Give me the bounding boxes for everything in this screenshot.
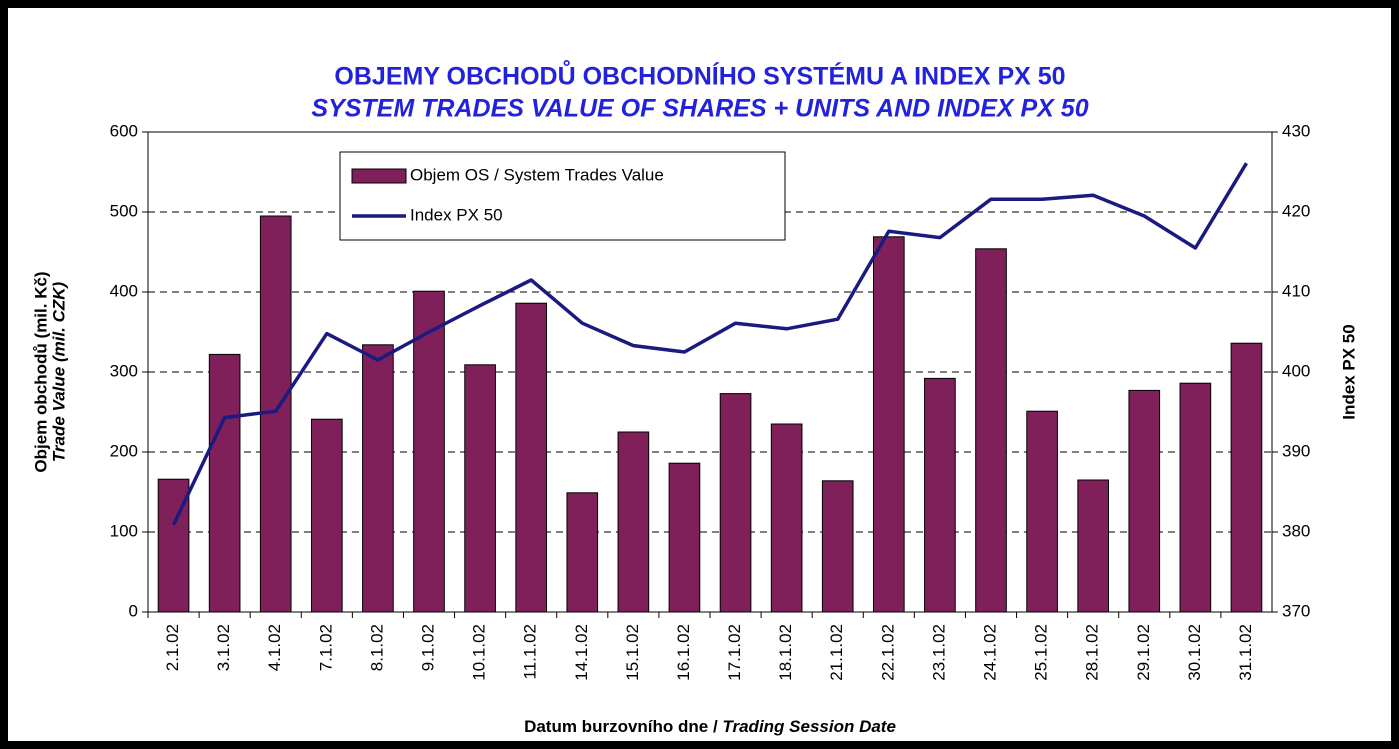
- bar: [1026, 410, 1058, 613]
- bar: [362, 344, 394, 613]
- x-tick-label: 10.1.02: [470, 624, 489, 681]
- x-tick-label: 23.1.02: [929, 624, 948, 681]
- x-tick-label: 18.1.02: [776, 624, 795, 681]
- bar: [719, 393, 752, 613]
- y-tick-label: 400: [110, 281, 138, 300]
- plot-border: [147, 131, 1273, 613]
- x-tick-label: 24.1.02: [980, 624, 999, 681]
- y2-tick-label: 390: [1282, 441, 1310, 460]
- y-tick-label: 600: [110, 121, 138, 140]
- legend-label: Index PX 50: [410, 205, 503, 224]
- bar: [1230, 342, 1263, 613]
- y-tick-label: 100: [110, 521, 138, 540]
- x-axis-label: Datum burzovního dne / Trading Session D…: [524, 717, 896, 736]
- y2-tick-label: 430: [1282, 121, 1310, 140]
- x-axis-label-cz: Datum burzovního dne /: [524, 717, 722, 736]
- legend-box: [339, 151, 786, 241]
- y-tick-label: 500: [110, 201, 138, 220]
- x-tick-label: 14.1.02: [572, 624, 591, 681]
- bar: [566, 492, 599, 613]
- line: [171, 162, 1248, 526]
- bar: [872, 236, 905, 613]
- y2-tick-label: 370: [1282, 601, 1310, 620]
- y2-tick-label: 380: [1282, 521, 1310, 540]
- x-tick-label: 4.1.02: [265, 624, 284, 671]
- bar: [464, 364, 496, 613]
- bar: [1128, 389, 1161, 613]
- y-axis-label: Objem obchodů (mil. Kč): [31, 271, 50, 472]
- bar: [413, 290, 445, 613]
- bar: [1179, 382, 1212, 613]
- y2-tick-label: 420: [1282, 201, 1310, 220]
- x-tick-label: 29.1.02: [1134, 624, 1153, 681]
- y2-axis-label: Index PX 50: [1339, 324, 1358, 419]
- x-tick-label: 25.1.02: [1032, 624, 1051, 681]
- x-tick-label: 22.1.02: [878, 624, 897, 681]
- y2-tick-label: 400: [1282, 361, 1310, 380]
- x-tick-label: 8.1.02: [367, 624, 386, 671]
- bar: [924, 377, 956, 613]
- x-tick-label: 30.1.02: [1185, 624, 1204, 681]
- bar: [617, 431, 650, 613]
- chart-subtitle: SYSTEM TRADES VALUE OF SHARES + UNITS AN…: [311, 95, 1088, 123]
- bar: [975, 248, 1007, 613]
- x-tick-label: 17.1.02: [725, 624, 744, 681]
- x-tick-label: 7.1.02: [316, 624, 335, 671]
- legend-label: Objem OS / System Trades Value: [410, 165, 664, 184]
- chart-title: OBJEMY OBCHODŮ OBCHODNÍHO SYSTÉMU A INDE…: [334, 59, 1065, 91]
- bar: [821, 480, 854, 613]
- x-tick-label: 15.1.02: [623, 624, 642, 681]
- bar: [1077, 479, 1110, 613]
- bar: [208, 353, 241, 613]
- x-tick-label: 9.1.02: [418, 624, 437, 671]
- bar: [770, 423, 803, 613]
- x-axis-label-en: Trading Session Date: [722, 717, 896, 736]
- bar: [310, 418, 343, 613]
- y-tick-label: 0: [129, 601, 138, 620]
- y-tick-label: 300: [110, 361, 138, 380]
- x-tick-label: 16.1.02: [674, 624, 693, 681]
- y-tick-label: 200: [110, 441, 138, 460]
- bar: [668, 462, 701, 613]
- x-tick-label: 3.1.02: [214, 624, 233, 671]
- x-tick-label: 31.1.02: [1236, 624, 1255, 681]
- y2-tick-label: 410: [1282, 281, 1310, 300]
- x-tick-label: 11.1.02: [521, 624, 540, 679]
- y-axis-label-en: Trade Value (mil. CZK): [49, 281, 68, 462]
- x-tick-label: 2.1.02: [163, 624, 182, 671]
- x-tick-label: 21.1.02: [827, 624, 846, 681]
- bar: [515, 302, 548, 613]
- legend-swatch: [351, 168, 407, 184]
- x-tick-label: 28.1.02: [1083, 624, 1102, 681]
